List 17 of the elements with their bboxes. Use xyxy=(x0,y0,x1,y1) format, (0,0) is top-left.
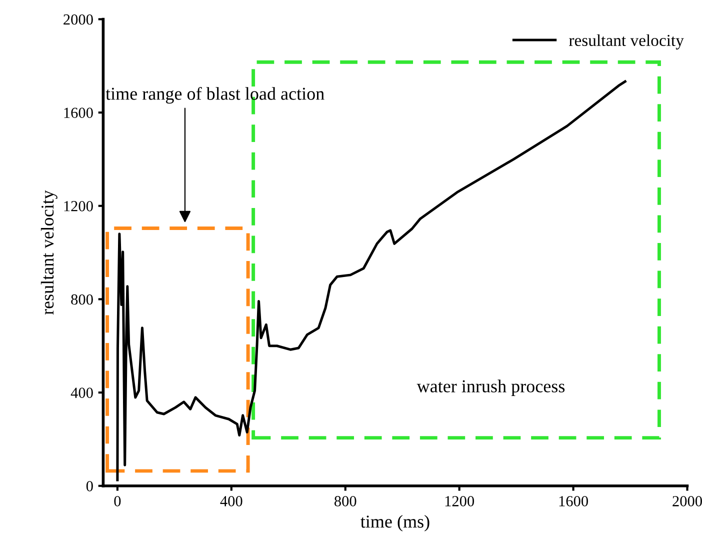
annotation: time range of blast load action xyxy=(106,86,324,104)
y-tick-label: 1600 xyxy=(64,108,93,118)
x-tick-label: 400 xyxy=(220,496,242,506)
y-tick-label: 2000 xyxy=(64,14,93,25)
y-tick-label: 400 xyxy=(70,388,93,398)
y-tick-label: 0 xyxy=(86,481,93,492)
x-tick-label: 1600 xyxy=(559,496,588,506)
x-axis-title: time (ms) xyxy=(360,515,430,532)
x-tick-label: 0 xyxy=(114,496,121,506)
x-tick-label: 1200 xyxy=(445,496,474,506)
annotation: water inrush process xyxy=(416,380,565,396)
y-tick-label: 800 xyxy=(71,294,93,305)
legend-label: resultant velocity xyxy=(569,34,684,50)
y-tick-label: 1200 xyxy=(64,201,93,212)
x-tick-label: 800 xyxy=(334,496,356,506)
x-tick-label: 2000 xyxy=(672,496,702,506)
y-axis-title: resultant velocity xyxy=(40,190,58,315)
